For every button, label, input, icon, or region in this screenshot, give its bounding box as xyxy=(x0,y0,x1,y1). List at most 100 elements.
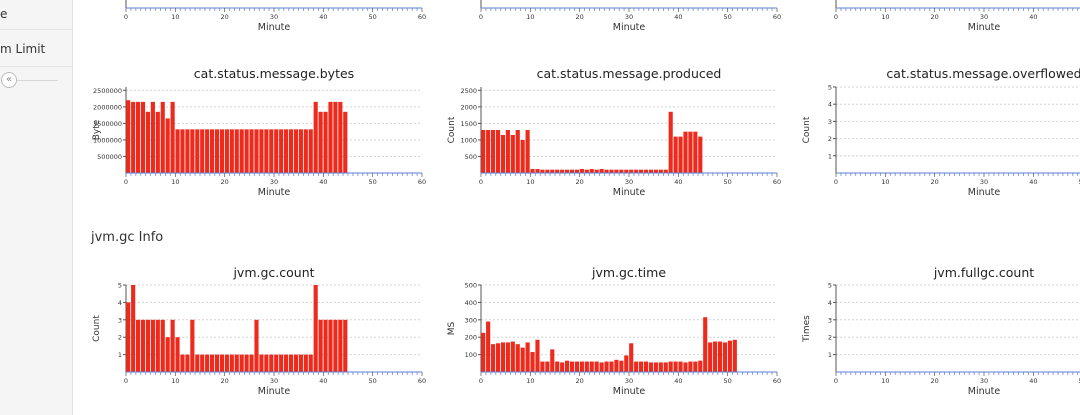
bar xyxy=(708,342,713,372)
y-tick-label: 400 xyxy=(465,299,477,307)
bar xyxy=(550,169,555,173)
collapse-line xyxy=(16,80,58,81)
bar xyxy=(643,361,649,372)
bar xyxy=(269,129,274,173)
bar xyxy=(140,101,146,173)
bar xyxy=(165,118,170,173)
x-tick-label: 30 xyxy=(270,377,278,385)
bar xyxy=(313,285,318,372)
y-tick-label: 4 xyxy=(828,299,832,307)
bar xyxy=(333,101,338,173)
x-tick-label: 20 xyxy=(221,178,229,186)
bar xyxy=(732,339,737,372)
bar xyxy=(298,354,303,372)
x-tick-label: 10 xyxy=(171,178,179,186)
x-axis-label: Minute xyxy=(968,22,1001,33)
bar xyxy=(505,130,510,173)
x-tick-label: 0 xyxy=(479,13,483,21)
y-tick-label: 2000000 xyxy=(93,103,122,111)
bar xyxy=(594,361,599,372)
x-tick-label: 30 xyxy=(980,178,988,186)
bar xyxy=(505,342,510,372)
bar xyxy=(136,319,141,372)
bar xyxy=(150,101,155,173)
bar xyxy=(713,341,718,372)
bar xyxy=(269,354,274,372)
x-tick-label: 40 xyxy=(319,377,327,385)
bar xyxy=(249,354,254,372)
bar xyxy=(264,354,269,372)
bar xyxy=(698,360,703,372)
x-axis-label: Minute xyxy=(613,22,646,33)
chart-title: cat.status.message.produced xyxy=(537,66,722,81)
x-tick-label: 60 xyxy=(418,377,426,385)
x-tick-label: 30 xyxy=(980,13,988,21)
bar xyxy=(643,169,649,173)
x-tick-label: 0 xyxy=(834,377,838,385)
bar xyxy=(525,342,530,372)
y-axis-label: Byte xyxy=(92,119,102,140)
bar xyxy=(658,169,663,173)
y-tick-label: 300 xyxy=(465,316,477,324)
bar xyxy=(653,362,658,372)
bar xyxy=(717,341,723,372)
x-axis-label: Minute xyxy=(968,386,1001,397)
double-chevron-left-icon[interactable]: « xyxy=(1,72,17,88)
bar xyxy=(328,101,333,173)
bar xyxy=(619,169,624,173)
chart-message-overflowed: cat.status.message.overflowed 1 2 3 4 5 Count 0… xyxy=(802,66,1080,198)
x-tick-label: 40 xyxy=(1029,377,1037,385)
bar xyxy=(170,319,175,372)
x-tick-label: 60 xyxy=(418,13,426,21)
bar xyxy=(584,169,589,173)
x-tick-label: 20 xyxy=(576,377,584,385)
bar xyxy=(205,354,210,372)
bar xyxy=(234,354,239,372)
x-tick-label: 50 xyxy=(369,178,377,186)
bar xyxy=(155,111,160,173)
x-tick-label: 20 xyxy=(931,178,939,186)
sidebar-item-e[interactable]: e xyxy=(0,7,8,21)
bar xyxy=(673,361,678,372)
bar xyxy=(274,354,279,372)
bar xyxy=(486,130,491,173)
bar xyxy=(323,319,328,372)
y-tick-label: 1 xyxy=(828,351,832,359)
bar xyxy=(338,101,343,173)
sidebar-item-limit[interactable]: m Limit xyxy=(0,42,46,56)
x-tick-label: 20 xyxy=(221,377,229,385)
x-tick-label: 30 xyxy=(980,377,988,385)
y-tick-label: 500000 xyxy=(97,153,122,161)
bar xyxy=(254,129,259,173)
bar xyxy=(175,129,180,173)
bar xyxy=(545,361,550,372)
chart-gc-count: jvm.gc.count 1 2 3 4 5 Count 0 10 20 30 40 50 60 Minut… xyxy=(92,265,426,397)
x-tick-label: 50 xyxy=(1079,377,1080,385)
x-tick-label: 0 xyxy=(124,377,128,385)
bar xyxy=(210,129,215,173)
bar xyxy=(313,101,318,173)
bar xyxy=(155,319,160,372)
bar xyxy=(515,344,520,372)
bar xyxy=(274,129,279,173)
x-tick-label: 20 xyxy=(931,13,939,21)
bar xyxy=(683,131,688,173)
chart-title: jvm.fullgc.count xyxy=(933,265,1034,280)
bar xyxy=(249,129,254,173)
bar xyxy=(160,101,165,173)
bar xyxy=(491,130,496,173)
x-tick-label: 60 xyxy=(773,377,781,385)
bar xyxy=(515,130,520,173)
bar xyxy=(491,344,496,372)
bar xyxy=(234,129,239,173)
bar xyxy=(180,354,185,372)
chart-message-produced: cat.status.message.produced5001000150020… xyxy=(447,66,781,198)
section-title: jvm.gc Info xyxy=(91,230,164,245)
bar xyxy=(639,169,644,173)
bar xyxy=(639,361,644,372)
bar xyxy=(298,129,303,173)
bar xyxy=(565,169,570,173)
x-tick-label: 10 xyxy=(881,178,889,186)
chart-title: jvm.gc.time xyxy=(591,265,666,280)
bar xyxy=(333,319,338,372)
